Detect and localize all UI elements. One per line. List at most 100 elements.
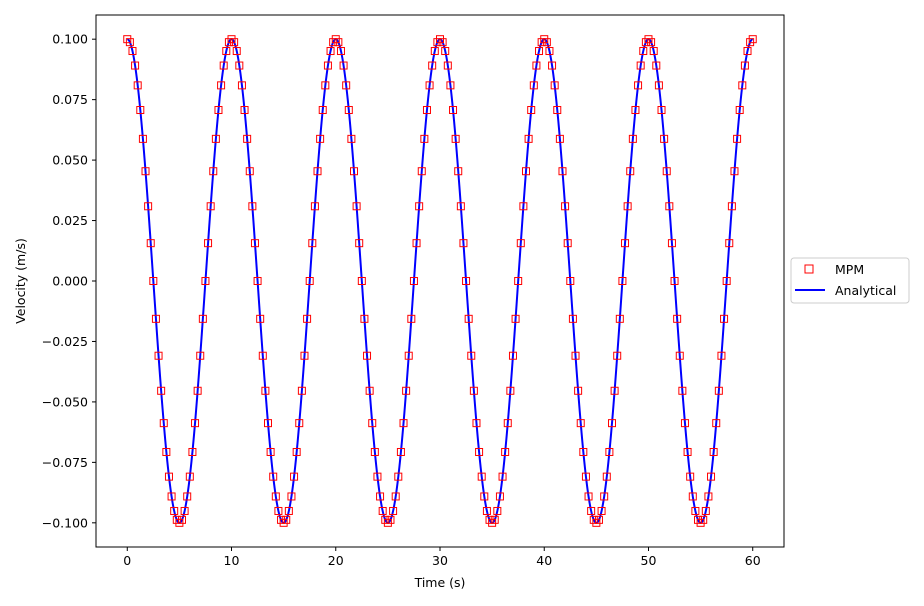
mpm-point bbox=[185, 472, 194, 481]
mpm-point bbox=[535, 47, 544, 56]
mpm-point bbox=[188, 447, 197, 456]
mpm-point bbox=[193, 386, 202, 395]
mpm-point bbox=[214, 106, 223, 115]
mpm-point bbox=[477, 472, 486, 481]
mpm-point bbox=[743, 47, 752, 56]
mpm-point bbox=[196, 351, 205, 360]
mpm-point bbox=[675, 351, 684, 360]
mpm-point bbox=[357, 277, 366, 285]
mpm-point bbox=[175, 518, 184, 527]
mpm-point bbox=[370, 447, 379, 456]
mpm-point bbox=[735, 106, 744, 115]
mpm-point bbox=[670, 277, 679, 285]
mpm-point bbox=[605, 447, 614, 456]
mpm-point bbox=[230, 38, 239, 47]
mpm-point bbox=[136, 106, 145, 115]
mpm-point bbox=[673, 314, 682, 323]
mpm-point bbox=[495, 492, 504, 501]
mpm-point bbox=[527, 106, 536, 115]
mpm-point bbox=[407, 314, 416, 323]
mpm-point bbox=[621, 239, 630, 248]
x-tick-label: 50 bbox=[641, 553, 657, 568]
mpm-point bbox=[446, 81, 455, 90]
mpm-point bbox=[172, 515, 181, 524]
x-tick-label: 30 bbox=[432, 553, 448, 568]
mpm-point bbox=[219, 61, 228, 70]
mpm-point bbox=[537, 38, 546, 47]
mpm-point bbox=[626, 167, 635, 176]
mpm-point bbox=[594, 515, 603, 524]
mpm-point bbox=[636, 61, 645, 70]
mpm-point bbox=[300, 351, 309, 360]
mpm-point bbox=[542, 38, 551, 47]
y-tick-label: −0.100 bbox=[42, 515, 88, 530]
mpm-point bbox=[164, 472, 173, 481]
mpm-point bbox=[641, 38, 650, 47]
mpm-point bbox=[316, 134, 325, 143]
mpm-point bbox=[717, 351, 726, 360]
mpm-point bbox=[336, 47, 345, 56]
mpm-point bbox=[350, 167, 358, 176]
y-tick-label: −0.050 bbox=[42, 394, 88, 409]
mpm-series bbox=[123, 35, 757, 527]
mpm-point bbox=[522, 167, 530, 176]
mpm-point bbox=[415, 202, 424, 211]
mpm-point bbox=[475, 447, 484, 456]
legend-analytical-label: Analytical bbox=[835, 283, 896, 298]
mpm-point bbox=[545, 47, 554, 56]
mpm-point bbox=[503, 419, 512, 428]
y-tick-label: 0.100 bbox=[52, 32, 88, 47]
mpm-point bbox=[657, 106, 666, 115]
mpm-point bbox=[746, 38, 755, 47]
mpm-point bbox=[589, 515, 598, 524]
mpm-point bbox=[587, 506, 596, 515]
mpm-point bbox=[376, 492, 385, 501]
mpm-point bbox=[532, 61, 541, 70]
mpm-point bbox=[480, 492, 489, 501]
mpm-point bbox=[373, 472, 382, 481]
mpm-point bbox=[258, 351, 267, 360]
mpm-point bbox=[462, 277, 471, 285]
mpm-point bbox=[123, 35, 132, 44]
mpm-point bbox=[363, 351, 372, 360]
mpm-point bbox=[154, 351, 163, 360]
mpm-point bbox=[295, 419, 304, 428]
mpm-point bbox=[699, 515, 708, 524]
mpm-point bbox=[201, 277, 210, 285]
mpm-point bbox=[654, 81, 663, 90]
mpm-point bbox=[232, 47, 241, 56]
analytical-line bbox=[127, 38, 753, 524]
mpm-point bbox=[347, 134, 356, 143]
mpm-point bbox=[649, 47, 658, 56]
mpm-point bbox=[540, 35, 549, 44]
legend-box bbox=[790, 257, 910, 304]
mpm-point bbox=[425, 81, 434, 90]
mpm-point bbox=[519, 202, 528, 211]
mpm-point bbox=[722, 277, 731, 285]
mpm-point bbox=[269, 472, 278, 481]
mpm-point bbox=[305, 277, 314, 285]
mpm-point bbox=[714, 386, 723, 395]
mpm-point bbox=[441, 47, 450, 56]
mpm-point bbox=[563, 239, 572, 248]
mpm-point bbox=[454, 167, 463, 176]
legend-mpm-marker bbox=[804, 264, 814, 274]
mpm-point bbox=[191, 419, 200, 428]
mpm-point bbox=[438, 38, 447, 47]
mpm-point bbox=[498, 472, 507, 481]
mpm-point bbox=[639, 47, 648, 56]
mpm-point bbox=[417, 167, 426, 176]
mpm-point bbox=[464, 314, 473, 323]
mpm-point bbox=[344, 106, 353, 115]
mpm-point bbox=[727, 202, 736, 211]
mpm-point bbox=[574, 386, 583, 395]
mpm-point bbox=[287, 492, 296, 501]
mpm-point bbox=[610, 386, 619, 395]
mpm-point bbox=[342, 81, 351, 90]
mpm-point bbox=[683, 447, 692, 456]
plot-frame bbox=[95, 14, 785, 548]
mpm-point bbox=[144, 202, 153, 211]
mpm-point bbox=[680, 419, 689, 428]
mpm-point bbox=[469, 386, 478, 395]
